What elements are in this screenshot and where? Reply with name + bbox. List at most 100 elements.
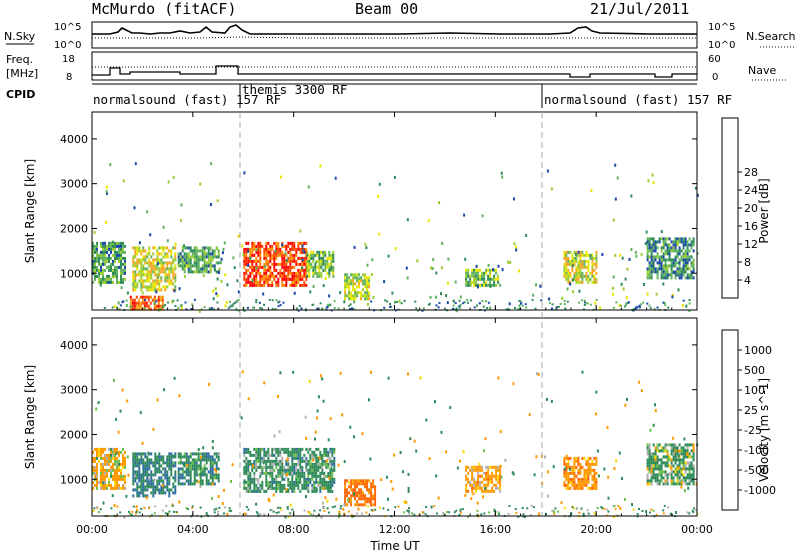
data-cell — [664, 264, 667, 268]
data-cell — [497, 465, 500, 469]
data-cell — [305, 247, 308, 251]
data-cell — [579, 271, 582, 275]
data-cell — [124, 256, 126, 260]
data-cell — [692, 455, 695, 459]
data-cell — [565, 486, 568, 490]
data-cell — [677, 288, 680, 292]
data-cell — [100, 244, 102, 248]
data-cell — [118, 453, 120, 457]
data-cell — [350, 297, 353, 301]
data-cell — [197, 264, 200, 268]
data-cell — [305, 486, 308, 490]
data-cell — [168, 282, 171, 286]
data-cell — [627, 301, 630, 304]
data-cell — [467, 477, 470, 481]
data-cell — [161, 509, 164, 512]
data-cell — [303, 274, 306, 278]
data-cell — [97, 511, 100, 514]
data-cell — [364, 297, 367, 301]
data-cell — [654, 452, 657, 456]
data-cell — [287, 277, 290, 281]
colorbar-tick-label: -1000 — [744, 484, 776, 497]
data-cell — [170, 452, 173, 456]
data-cell — [688, 464, 691, 468]
data-cell — [692, 464, 695, 468]
data-cell — [525, 306, 528, 309]
data-cell — [209, 461, 212, 465]
data-cell — [595, 390, 598, 394]
data-cell — [688, 267, 691, 271]
data-cell — [162, 305, 165, 308]
data-cell — [656, 473, 659, 477]
data-cell — [116, 483, 118, 487]
data-cell — [690, 264, 693, 268]
data-cell — [317, 395, 320, 399]
data-cell — [124, 244, 126, 248]
data-cell — [467, 465, 470, 469]
data-cell — [311, 468, 314, 472]
data-cell — [489, 268, 492, 272]
data-cell — [249, 471, 252, 475]
data-cell — [579, 268, 582, 272]
data-cell — [247, 465, 250, 469]
data-region — [132, 246, 177, 292]
data-cell — [145, 301, 148, 305]
data-cell — [471, 271, 474, 275]
data-cell — [177, 255, 180, 259]
data-cell — [120, 274, 122, 278]
data-cell — [573, 259, 576, 263]
data-cell — [579, 262, 582, 266]
data-cell — [368, 479, 371, 483]
data-cell — [277, 280, 280, 284]
data-cell — [249, 480, 252, 484]
data-cell — [591, 474, 594, 478]
data-cell — [678, 449, 680, 453]
data-cell — [295, 477, 298, 481]
data-cell — [149, 307, 152, 311]
data-cell — [499, 480, 502, 484]
data-cell — [293, 486, 296, 490]
data-cell — [144, 488, 147, 492]
data-cell — [624, 277, 627, 281]
data-cell — [152, 473, 155, 477]
data-cell — [197, 464, 200, 468]
data-cell — [189, 467, 192, 471]
data-cell — [207, 452, 210, 456]
data-cell — [259, 447, 262, 451]
data-cell — [325, 483, 328, 487]
data-cell — [356, 285, 359, 289]
data-cell — [215, 473, 218, 477]
data-cell — [587, 471, 590, 475]
data-cell — [552, 510, 555, 514]
data-cell — [158, 482, 161, 486]
data-cell — [144, 279, 147, 283]
data-cell — [131, 301, 134, 305]
data-cell — [187, 267, 190, 271]
data-cell — [348, 485, 351, 489]
data-cell — [116, 241, 118, 245]
data-cell — [273, 453, 276, 457]
data-cell — [563, 462, 566, 466]
data-cell — [651, 173, 654, 177]
data-cell — [100, 486, 102, 490]
data-cell — [473, 280, 476, 284]
data-cell — [317, 456, 320, 460]
data-cell — [156, 255, 159, 259]
data-cell — [144, 479, 147, 483]
data-cell — [485, 474, 488, 478]
data-cell — [193, 479, 196, 483]
data-cell — [654, 449, 657, 453]
data-cell — [303, 259, 306, 263]
data-cell — [102, 471, 104, 475]
data-cell — [197, 270, 200, 274]
data-cell — [585, 477, 588, 481]
data-cell — [136, 246, 139, 250]
data-cell — [469, 283, 472, 287]
data-cell — [311, 456, 314, 460]
data-cell — [158, 267, 161, 271]
data-cell — [333, 456, 336, 460]
data-cell — [565, 259, 568, 263]
data-cell — [295, 283, 298, 287]
data-cell — [168, 467, 171, 471]
data-cell — [289, 259, 292, 263]
